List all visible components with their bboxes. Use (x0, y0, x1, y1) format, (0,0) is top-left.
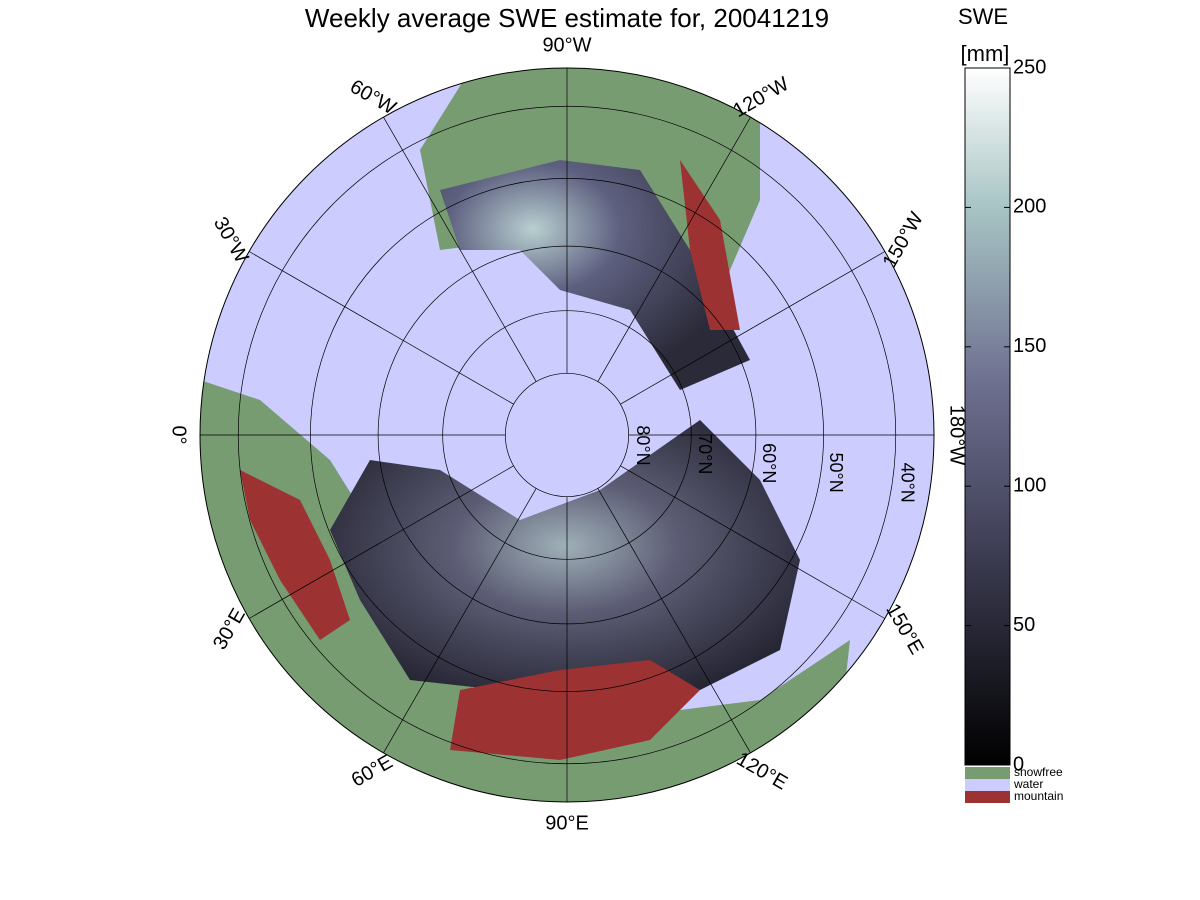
graticule (199, 67, 935, 803)
land-mountain (240, 470, 350, 640)
legend-swatch (965, 767, 1010, 779)
land-snow (330, 420, 800, 700)
title: Weekly average SWE estimate for, 2004121… (305, 3, 829, 33)
longitude-label: 90°E (545, 812, 589, 834)
legend-label: mountain (1014, 789, 1063, 803)
colorbar-tick-label: 150 (1013, 335, 1046, 357)
land-mountain (680, 160, 740, 330)
longitude-label: 30°W (209, 213, 253, 267)
longitude-label: 180°W (946, 405, 968, 465)
legend-label: snowfree (1014, 765, 1063, 779)
latitude-label: 40°N (898, 463, 918, 503)
meridian (620, 465, 886, 619)
longitude-label: 60°W (346, 76, 400, 120)
longitude-label: 0° (168, 425, 190, 444)
meridian (620, 251, 886, 405)
land-mountain (450, 660, 700, 760)
colorbar-unit: [mm] (961, 41, 1010, 66)
land-snow (440, 160, 750, 390)
longitude-label: 30°E (209, 605, 250, 654)
legend-swatch (965, 779, 1010, 791)
latitude-label: 50°N (826, 453, 846, 493)
colorbar-tick-label: 100 (1013, 474, 1046, 496)
longitude-label: 60°E (348, 751, 397, 792)
meridian (597, 116, 751, 382)
longitude-label: 150°E (881, 600, 927, 658)
longitude-label: 120°W (730, 73, 793, 122)
longitude-label: 150°W (879, 208, 928, 271)
meridian (383, 488, 537, 754)
legend-swatch (965, 791, 1010, 803)
latitude-label: 60°N (759, 443, 779, 483)
meridian (383, 116, 537, 382)
land-snowfree (200, 380, 850, 802)
colorbar-tick-label: 50 (1013, 614, 1035, 636)
longitude-label: 90°W (542, 34, 591, 56)
colorbar-tick-label: 200 (1013, 196, 1046, 218)
colorbar (964, 67, 1011, 766)
legend-label: water (1013, 777, 1043, 791)
meridian (597, 488, 751, 754)
colorbar-tick-label: 250 (1013, 56, 1046, 78)
latitude-label: 80°N (633, 425, 653, 465)
colorbar-tick-label: 0 (1013, 753, 1024, 775)
meridian (248, 251, 514, 405)
map-disk (200, 68, 934, 802)
longitude-label: 120°E (733, 748, 791, 794)
latitude-label: 70°N (695, 434, 715, 474)
meridian (248, 465, 514, 619)
colorbar-label: SWE (958, 4, 1008, 29)
